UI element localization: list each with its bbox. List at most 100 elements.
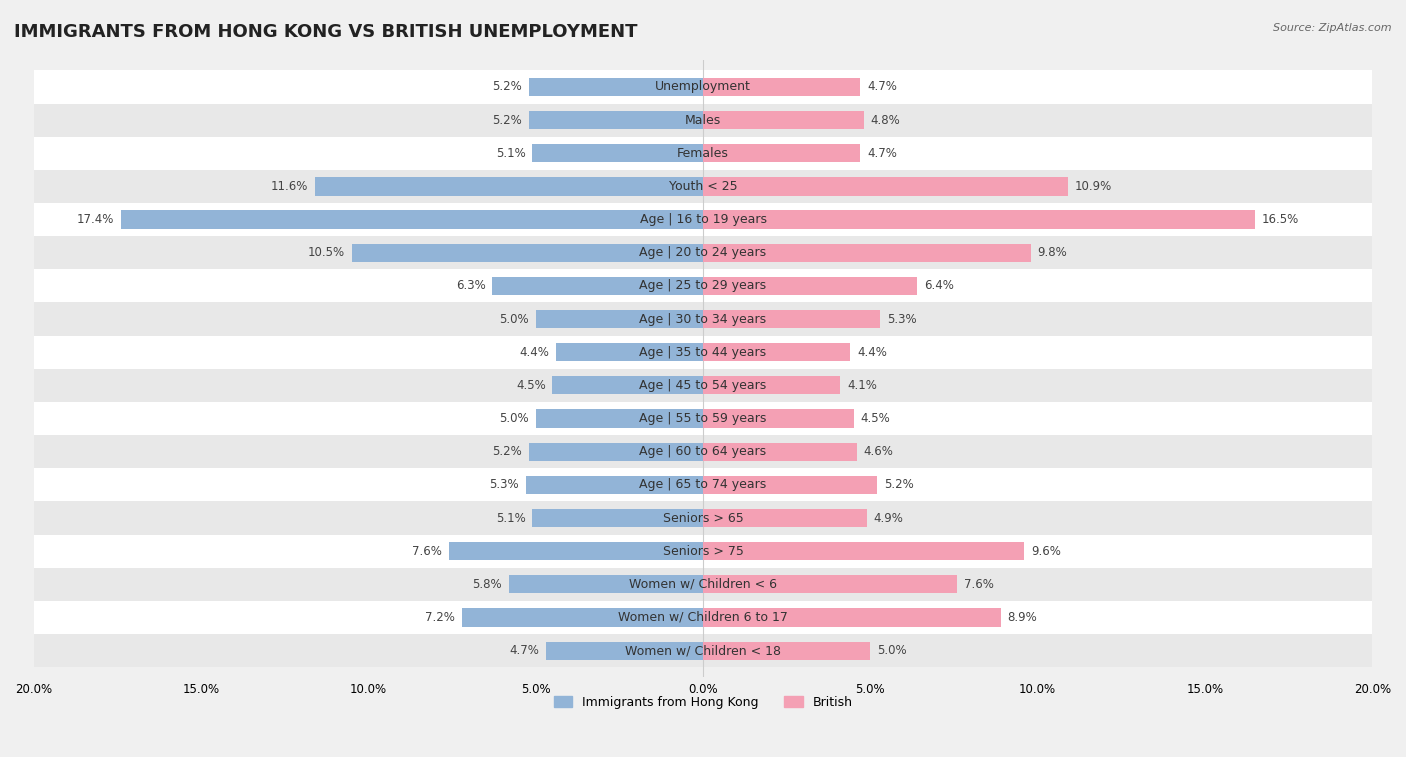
Text: 4.4%: 4.4% <box>858 346 887 359</box>
Text: Age | 20 to 24 years: Age | 20 to 24 years <box>640 246 766 259</box>
Text: 9.6%: 9.6% <box>1031 545 1062 558</box>
Bar <box>449 542 703 560</box>
Text: 4.6%: 4.6% <box>863 445 894 458</box>
Text: Age | 25 to 29 years: Age | 25 to 29 years <box>640 279 766 292</box>
Text: Women w/ Children < 6: Women w/ Children < 6 <box>628 578 778 590</box>
Bar <box>34 335 1372 369</box>
Text: 5.3%: 5.3% <box>887 313 917 326</box>
Text: 5.1%: 5.1% <box>496 147 526 160</box>
Text: Youth < 25: Youth < 25 <box>669 180 737 193</box>
Bar <box>463 609 703 627</box>
Bar <box>703 641 870 660</box>
Text: Age | 16 to 19 years: Age | 16 to 19 years <box>640 213 766 226</box>
Bar <box>703 177 1067 195</box>
Text: 4.7%: 4.7% <box>868 147 897 160</box>
Text: Age | 60 to 64 years: Age | 60 to 64 years <box>640 445 766 458</box>
Text: 9.8%: 9.8% <box>1038 246 1067 259</box>
Text: 6.4%: 6.4% <box>924 279 953 292</box>
Bar <box>703 244 1031 262</box>
Text: 4.7%: 4.7% <box>509 644 538 657</box>
Bar <box>703 609 1001 627</box>
Bar <box>703 575 957 593</box>
Text: Age | 45 to 54 years: Age | 45 to 54 years <box>640 378 766 392</box>
Text: Age | 55 to 59 years: Age | 55 to 59 years <box>640 412 766 425</box>
Text: 5.2%: 5.2% <box>492 80 522 93</box>
Text: 10.9%: 10.9% <box>1074 180 1112 193</box>
Bar <box>703 277 917 295</box>
Bar <box>34 137 1372 170</box>
Bar <box>34 203 1372 236</box>
Text: 17.4%: 17.4% <box>76 213 114 226</box>
Bar <box>34 634 1372 667</box>
Bar <box>34 70 1372 104</box>
Bar <box>34 269 1372 303</box>
Bar <box>703 111 863 129</box>
Text: 5.3%: 5.3% <box>489 478 519 491</box>
Text: 7.2%: 7.2% <box>426 611 456 624</box>
Text: Women w/ Children 6 to 17: Women w/ Children 6 to 17 <box>619 611 787 624</box>
Legend: Immigrants from Hong Kong, British: Immigrants from Hong Kong, British <box>548 691 858 714</box>
Bar <box>703 542 1025 560</box>
Text: 5.0%: 5.0% <box>877 644 907 657</box>
Bar <box>703 210 1256 229</box>
Bar <box>703 144 860 163</box>
Text: Males: Males <box>685 114 721 126</box>
Bar <box>703 343 851 361</box>
Text: 5.1%: 5.1% <box>496 512 526 525</box>
Text: 5.0%: 5.0% <box>499 412 529 425</box>
Bar <box>492 277 703 295</box>
Bar <box>34 435 1372 469</box>
Text: 6.3%: 6.3% <box>456 279 485 292</box>
Text: 10.5%: 10.5% <box>308 246 344 259</box>
Bar <box>315 177 703 195</box>
Text: 11.6%: 11.6% <box>271 180 308 193</box>
Text: Seniors > 75: Seniors > 75 <box>662 545 744 558</box>
Bar <box>509 575 703 593</box>
Text: 7.6%: 7.6% <box>412 545 441 558</box>
Bar <box>546 641 703 660</box>
Text: 5.2%: 5.2% <box>492 114 522 126</box>
Bar <box>34 402 1372 435</box>
Bar <box>34 469 1372 501</box>
Bar <box>553 376 703 394</box>
Bar <box>121 210 703 229</box>
Text: Seniors > 65: Seniors > 65 <box>662 512 744 525</box>
Text: Unemployment: Unemployment <box>655 80 751 93</box>
Text: IMMIGRANTS FROM HONG KONG VS BRITISH UNEMPLOYMENT: IMMIGRANTS FROM HONG KONG VS BRITISH UNE… <box>14 23 637 41</box>
Text: 4.7%: 4.7% <box>868 80 897 93</box>
Bar <box>34 104 1372 137</box>
Bar <box>526 475 703 494</box>
Text: 16.5%: 16.5% <box>1263 213 1299 226</box>
Bar <box>34 568 1372 601</box>
Bar <box>703 310 880 329</box>
Bar <box>703 376 841 394</box>
Bar <box>34 501 1372 534</box>
Text: 5.8%: 5.8% <box>472 578 502 590</box>
Bar <box>703 443 858 461</box>
Bar <box>703 509 868 527</box>
Bar <box>529 111 703 129</box>
Bar <box>352 244 703 262</box>
Bar <box>34 236 1372 269</box>
Text: 4.8%: 4.8% <box>870 114 900 126</box>
Text: 4.4%: 4.4% <box>519 346 548 359</box>
Bar <box>34 170 1372 203</box>
Text: Women w/ Children < 18: Women w/ Children < 18 <box>626 644 780 657</box>
Text: Age | 65 to 74 years: Age | 65 to 74 years <box>640 478 766 491</box>
Bar <box>34 303 1372 335</box>
Text: 5.2%: 5.2% <box>884 478 914 491</box>
Bar <box>703 78 860 96</box>
Text: Age | 30 to 34 years: Age | 30 to 34 years <box>640 313 766 326</box>
Bar <box>536 310 703 329</box>
Bar <box>533 509 703 527</box>
Bar <box>34 369 1372 402</box>
Bar <box>703 410 853 428</box>
Text: Females: Females <box>678 147 728 160</box>
Bar <box>555 343 703 361</box>
Text: Age | 35 to 44 years: Age | 35 to 44 years <box>640 346 766 359</box>
Bar <box>34 601 1372 634</box>
Text: 5.2%: 5.2% <box>492 445 522 458</box>
Text: 4.5%: 4.5% <box>860 412 890 425</box>
Text: 5.0%: 5.0% <box>499 313 529 326</box>
Text: Source: ZipAtlas.com: Source: ZipAtlas.com <box>1274 23 1392 33</box>
